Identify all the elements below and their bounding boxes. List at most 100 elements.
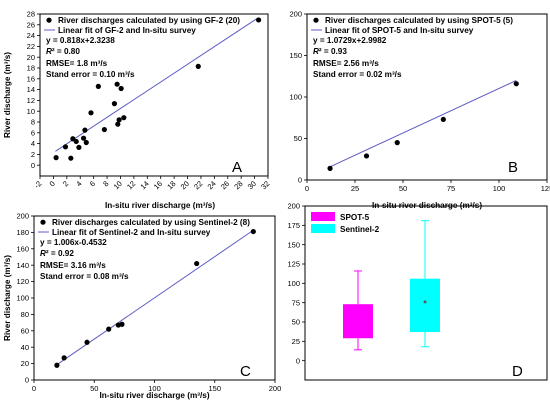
x-tick-label: 75 — [447, 184, 455, 193]
stat-line: R² = 0.80 — [46, 47, 80, 56]
x-tick-label: 10 — [112, 179, 124, 191]
data-point — [62, 144, 69, 150]
x-axis-label: In-situ river discharge (m³/s) — [99, 391, 209, 400]
y-tick-label: 100 — [287, 279, 300, 288]
data-point — [121, 115, 127, 121]
data-point — [68, 155, 74, 161]
x-tick-label: 6 — [88, 179, 97, 188]
data-point — [73, 138, 79, 145]
y-tick-label: 20 — [27, 53, 35, 62]
y-tick-label: 75 — [292, 298, 300, 307]
stat-line: y = 1.0729x+2.9982 — [313, 36, 387, 45]
y-tick-label: 0 — [296, 356, 300, 365]
data-point — [327, 165, 333, 171]
y-tick-label: 125 — [287, 260, 300, 269]
x-tick-label: 8 — [101, 179, 110, 188]
box-mean-marker — [423, 300, 427, 304]
x-tick-label: 12 — [125, 179, 137, 191]
fit-line — [55, 17, 259, 152]
data-point — [76, 144, 82, 150]
x-tick-label: 16 — [152, 179, 164, 191]
y-tick-label: 8 — [31, 118, 35, 127]
x-tick-label: 125 — [541, 184, 550, 193]
x-tick-label: 0 — [305, 184, 309, 193]
data-point — [250, 228, 256, 235]
data-point — [83, 139, 89, 146]
data-point — [61, 355, 67, 361]
data-point — [363, 153, 370, 159]
x-tick-label: 0 — [32, 384, 36, 393]
x-tick-label: 0 — [48, 179, 57, 188]
box-iqr — [343, 304, 373, 339]
x-tick-label: 18 — [165, 179, 177, 191]
data-point — [194, 260, 200, 267]
stat-line: RMSE= 2.56 m³/s — [313, 59, 379, 68]
legend-swatch-sentinel2 — [311, 224, 335, 233]
data-point — [116, 117, 122, 123]
legend-label-fit: Linear fit of SPOT-5 and In-situ survey — [325, 26, 474, 35]
y-tick-label: 26 — [27, 20, 35, 29]
x-tick-label: 20 — [179, 179, 191, 191]
y-tick-label: 10 — [27, 107, 35, 116]
legend-label-points: River discharges calculated by using SPO… — [325, 16, 513, 25]
x-tick-label: 200 — [269, 384, 282, 393]
panel-letter: C — [240, 363, 251, 380]
y-tick-label: 16 — [27, 74, 35, 83]
legend-marker-points — [313, 17, 319, 23]
y-tick-label: 2 — [31, 150, 35, 159]
y-tick-label: 140 — [16, 261, 29, 270]
x-tick-label: 22 — [192, 179, 204, 191]
data-point — [195, 63, 201, 69]
y-tick-label: 80 — [21, 310, 29, 319]
x-axis-label: In-situ river discharge (m³/s) — [105, 201, 215, 210]
data-point — [513, 81, 519, 87]
y-tick-label: 150 — [289, 51, 302, 60]
y-tick-label: 200 — [289, 10, 302, 19]
y-tick-label: 40 — [21, 343, 29, 352]
legend-swatch-spot5 — [311, 212, 335, 221]
legend-label-sentinel2: Sentinel-2 — [340, 225, 380, 234]
legend-label-points: River discharges calculated by using Sen… — [52, 218, 250, 227]
data-point — [84, 339, 90, 345]
y-tick-label: 175 — [287, 221, 300, 230]
fit-line — [329, 79, 517, 168]
y-tick-label: 24 — [27, 31, 35, 40]
x-tick-label: 50 — [399, 184, 407, 193]
panel-letter: B — [508, 159, 518, 176]
y-tick-label: 22 — [27, 42, 35, 51]
panel-a-scatter: -2 0 2 4 6 8 10 12 14 16 18 20 22 24 26 28 30 32024681012… — [3, 10, 271, 210]
panel-b-scatter: 0255075100125050100150200In-situ river d… — [289, 10, 550, 210]
panel-d-boxplot: 0 25 50 75 100 125 150 175 200 SPOT-5 Sentinel-2 D — [287, 202, 548, 381]
plot-frame — [39, 13, 269, 177]
legend-marker-points — [46, 17, 52, 23]
y-tick-label: 100 — [289, 93, 302, 102]
y-tick-label: 25 — [292, 337, 300, 346]
y-tick-label: 160 — [16, 244, 29, 253]
x-tick-label: 24 — [206, 179, 218, 191]
data-point — [95, 83, 101, 89]
stat-line: Stand error = 0.10 m³/s — [46, 70, 135, 79]
stat-line: R² = 0.93 — [313, 47, 347, 56]
data-point — [440, 116, 446, 123]
data-point — [256, 17, 262, 23]
x-tick-label: 100 — [148, 384, 161, 393]
x-tick-label: 28 — [232, 179, 244, 191]
y-axis-label: River discharge (m³/s) — [3, 255, 12, 341]
data-point — [119, 321, 125, 327]
legend-marker-points — [40, 219, 46, 225]
y-tick-label: 12 — [27, 96, 35, 105]
plot-frame — [304, 205, 548, 381]
x-tick-label: -2 — [32, 179, 43, 190]
legend-label-spot5: SPOT-5 — [340, 213, 370, 222]
x-tick-label: 100 — [493, 184, 506, 193]
legend-label-fit: Linear fit of GF-2 and In-situ survey — [58, 26, 196, 35]
data-point — [88, 110, 94, 116]
y-tick-label: 120 — [16, 277, 29, 286]
y-tick-label: 200 — [287, 202, 300, 211]
y-tick-label: 14 — [27, 85, 35, 94]
data-point — [101, 126, 107, 133]
y-tick-label: 150 — [287, 240, 300, 249]
data-point — [80, 135, 87, 141]
x-tick-label: 25 — [351, 184, 359, 193]
